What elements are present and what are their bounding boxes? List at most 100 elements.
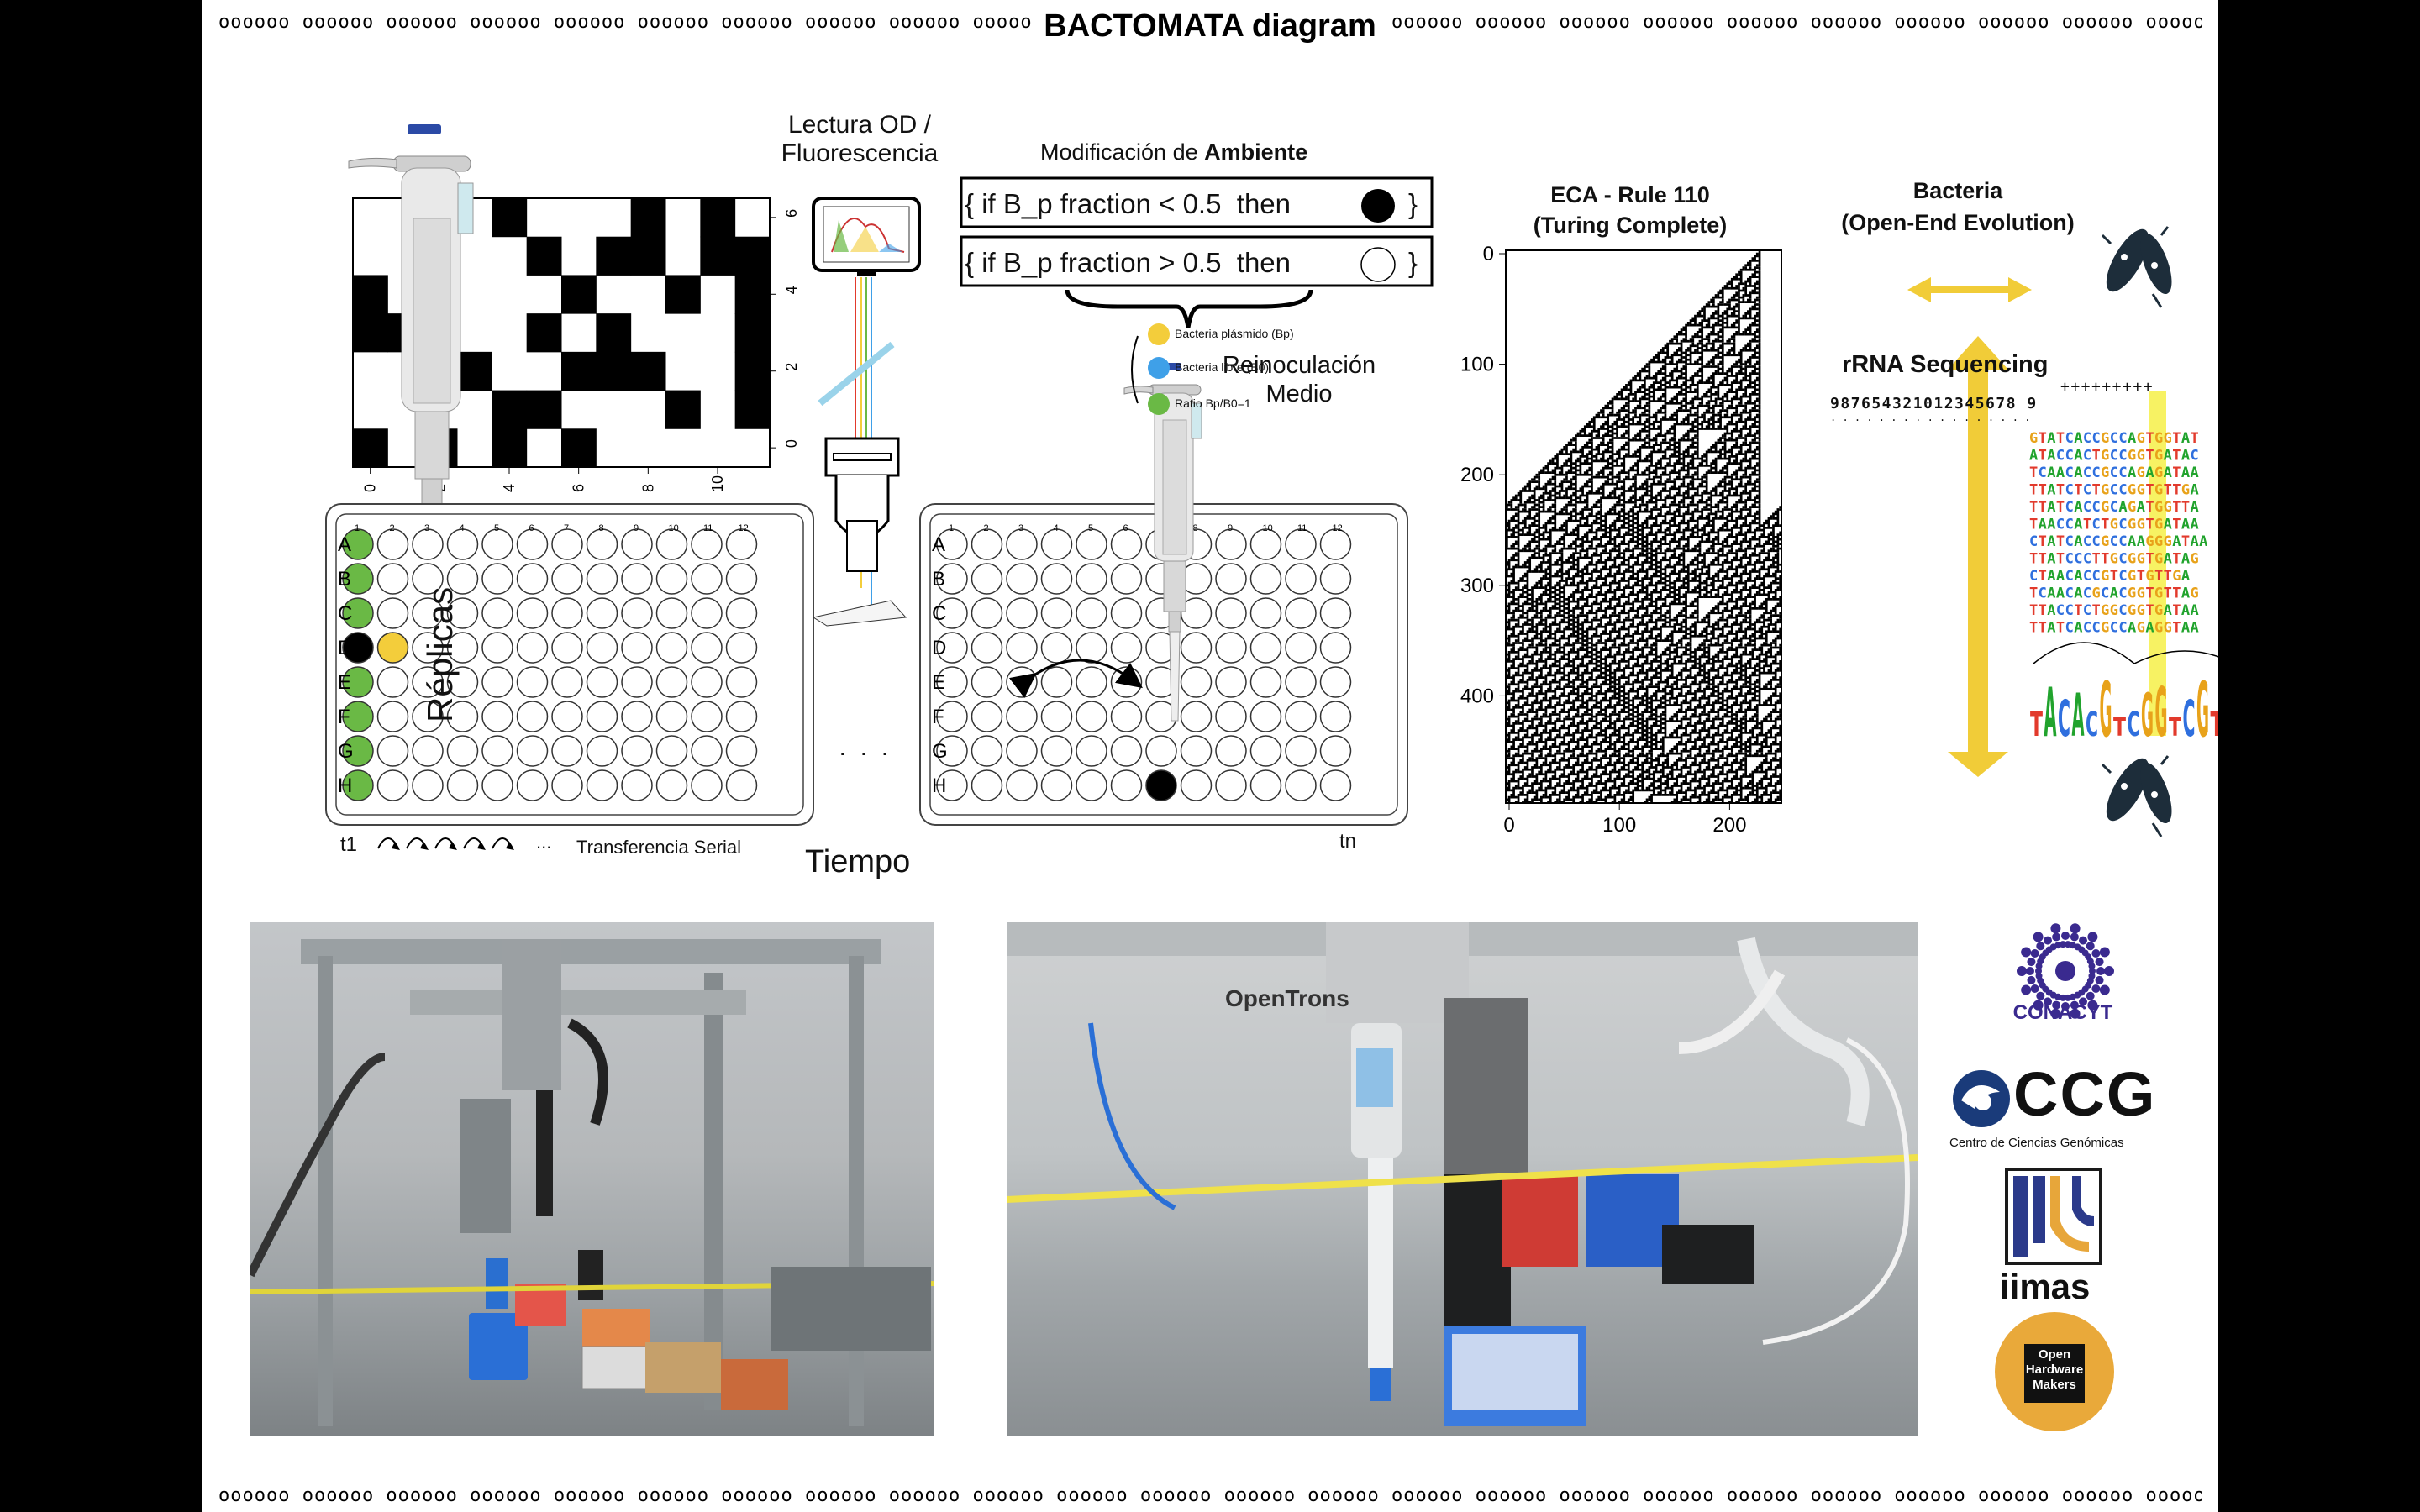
plate-well — [1249, 701, 1282, 732]
rrna-sequence-row: TCAACACGCACGGTGTTAG — [2029, 585, 2199, 602]
plate-well — [446, 632, 479, 664]
rrna-sequence-row: ATACCACTGCCGGTGATAC — [2029, 448, 2199, 465]
plate-well — [1319, 769, 1352, 801]
bactomata-poster: oooooo oooooo oooooo oooooo oooooo ooooo… — [202, 0, 2218, 1512]
legend-brace-icon — [1131, 335, 1139, 404]
plate-well — [971, 528, 1003, 560]
ellipsis-label: ... — [536, 832, 552, 853]
conacyt-text: CONACYT — [2012, 1001, 2113, 1024]
plate-well — [481, 666, 513, 698]
plate-well — [1249, 563, 1282, 595]
plate-well — [1006, 769, 1038, 801]
plate-well — [1319, 632, 1352, 664]
plate-well — [1285, 735, 1317, 767]
plate-well — [691, 735, 723, 767]
plate-well — [655, 563, 688, 595]
plate-well — [446, 735, 479, 767]
bacteria-title: Bacteria — [1912, 178, 2003, 203]
eca-title-block: ECA - Rule 110 (Turing Complete) — [1529, 180, 1731, 240]
plate-well — [971, 563, 1003, 595]
plate-well — [1215, 701, 1247, 732]
plate-col-label: 10 — [1263, 523, 1273, 533]
plate-well — [621, 735, 653, 767]
replicas-label: Réplicas — [420, 586, 460, 722]
plate-well — [551, 563, 583, 595]
plate-well — [1110, 666, 1143, 698]
plate-row-label: G — [932, 740, 948, 763]
plate-well — [936, 563, 968, 595]
page-title: BACTOMATA diagram — [1032, 8, 1388, 44]
plate-col-label: 10 — [669, 523, 679, 533]
plate-well — [1006, 735, 1038, 767]
plate-col-label: 12 — [739, 523, 749, 533]
plate-well — [342, 563, 374, 595]
plate-well — [936, 769, 968, 801]
plate-col-label: 7 — [564, 523, 569, 533]
plate-well — [971, 701, 1003, 732]
plate-col-label: 8 — [599, 523, 604, 533]
oshw-line-1: Open — [2038, 1347, 2071, 1362]
logo-letter: C — [2086, 706, 2098, 744]
rrna-title: rRNA Sequencing — [1842, 351, 2049, 378]
plate-well — [516, 769, 549, 801]
grid-y-tick: 4 — [783, 286, 800, 294]
plate-col-label: 11 — [703, 523, 713, 533]
plate-well — [1285, 666, 1317, 698]
plate-well — [1076, 666, 1107, 698]
logo-letter: A — [2072, 681, 2085, 750]
plate-well — [516, 701, 549, 732]
plate-well — [1215, 769, 1247, 801]
plate-well — [691, 769, 723, 801]
plate-well — [1076, 632, 1107, 664]
ccg-emblem-icon — [1949, 1067, 2017, 1134]
plate-well — [412, 632, 444, 664]
plate-well — [1180, 701, 1213, 732]
eca-y-tick: 400 — [1460, 685, 1494, 707]
conacyt-logo — [2011, 922, 2120, 1032]
plate-well — [586, 632, 618, 664]
plate-well — [691, 632, 723, 664]
plate-col-label: 8 — [1193, 523, 1198, 533]
plate-well — [516, 666, 549, 698]
plate-well — [936, 701, 968, 732]
modificacion-label: Modificación de Ambiente — [1040, 139, 1308, 165]
grid-x-tick: 6 — [571, 484, 587, 492]
plate-col-label: 5 — [1088, 523, 1093, 533]
ambiente-label: Ambiente — [1204, 139, 1308, 165]
logo-letter: T — [2113, 713, 2126, 743]
plate-well — [621, 597, 653, 629]
eca-x-tick: 100 — [1602, 814, 1636, 837]
grid-y-tick: 0 — [783, 439, 800, 448]
grid-x-tick: 8 — [639, 484, 656, 492]
plate-col-label: 1 — [949, 523, 954, 533]
plate-well — [971, 769, 1003, 801]
plate-well — [1249, 769, 1282, 801]
plate-well — [621, 563, 653, 595]
plate-well — [1076, 528, 1107, 560]
plate-col-label: 6 — [529, 523, 534, 533]
grid-x-tick: 0 — [362, 484, 379, 492]
rrna-sequence-row: TTATCACCGCAGATGGTTA — [2029, 499, 2199, 516]
plate-well — [412, 563, 444, 595]
logo-letter: G — [2100, 666, 2112, 754]
plate-well — [1076, 597, 1107, 629]
plate-well — [551, 735, 583, 767]
plate-well — [1040, 563, 1073, 595]
plate-well — [1006, 701, 1038, 732]
plate-well — [1180, 666, 1213, 698]
grid-x-tick: 4 — [501, 484, 518, 492]
oshw-line-3: Makers — [2033, 1378, 2076, 1392]
plate-col-label: 9 — [1228, 523, 1233, 533]
plate-well — [586, 666, 618, 698]
plate-well — [1249, 597, 1282, 629]
plate-row-label: H — [338, 774, 352, 797]
plate-row-label: D — [932, 637, 946, 659]
plate-row-label: C — [338, 602, 352, 625]
plate-well — [655, 769, 688, 801]
plate-well — [446, 597, 479, 629]
plate-col-label: 6 — [1123, 523, 1128, 533]
plate-well — [516, 597, 549, 629]
plate-well — [936, 528, 968, 560]
yellow-arrows-icon — [1907, 277, 2032, 777]
